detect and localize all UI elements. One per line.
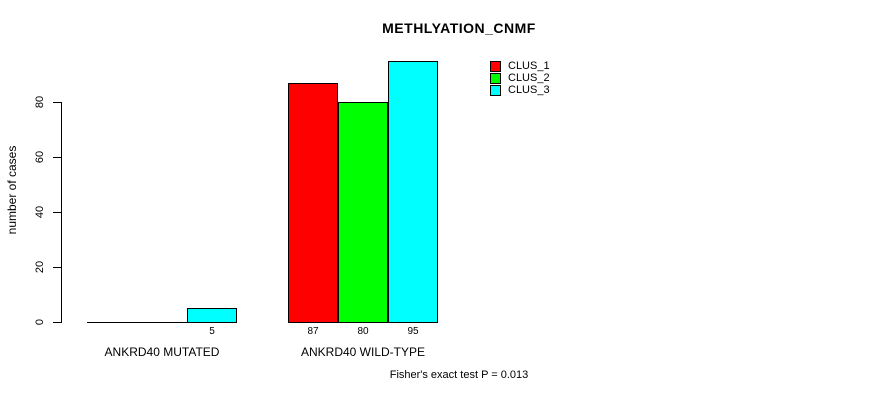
legend-swatch-clus3-icon [490, 84, 501, 96]
legend: CLUS_1 CLUS_2 CLUS_3 [490, 60, 550, 96]
x-category-label: ANKRD40 WILD-TYPE [300, 345, 426, 359]
group-baseline [87, 322, 237, 323]
y-axis-tick-label: 60 [34, 150, 46, 164]
bar-clus_1 [288, 82, 338, 323]
bar-clus_3 [388, 60, 438, 323]
y-axis-tick [53, 102, 61, 103]
bar-clus_2 [338, 102, 388, 323]
y-axis-tick-label: 40 [34, 205, 46, 219]
y-axis-tick [53, 212, 61, 213]
bar-value-label: 95 [407, 326, 419, 337]
legend-item-clus2: CLUS_2 [490, 72, 550, 84]
legend-label-clus2: CLUS_2 [508, 72, 550, 84]
footer-note: Fisher's exact test P = 0.013 [389, 369, 529, 381]
legend-label-clus1: CLUS_1 [508, 60, 550, 72]
y-axis-label: number of cases [5, 145, 19, 235]
chart-title: METHLYATION_CNMF [382, 20, 536, 36]
legend-swatch-clus2-icon [490, 72, 501, 84]
legend-swatch-clus1-icon [490, 60, 501, 72]
y-axis-tick-label: 20 [34, 260, 46, 274]
y-axis-tick-label: 80 [34, 95, 46, 109]
y-axis-tick [53, 267, 61, 268]
legend-label-clus3: CLUS_3 [508, 84, 550, 96]
y-axis-tick [53, 322, 61, 323]
y-axis-tick [53, 157, 61, 158]
legend-item-clus1: CLUS_1 [490, 60, 550, 72]
x-category-label: ANKRD40 MUTATED [104, 345, 220, 359]
y-axis-line [61, 102, 62, 323]
bar-value-label: 5 [209, 326, 215, 337]
y-axis-tick-label: 0 [34, 318, 46, 326]
bar-value-label: 80 [357, 326, 369, 337]
bar-clus_3 [187, 308, 237, 323]
bar-value-label: 87 [307, 326, 319, 337]
legend-item-clus3: CLUS_3 [490, 84, 550, 96]
